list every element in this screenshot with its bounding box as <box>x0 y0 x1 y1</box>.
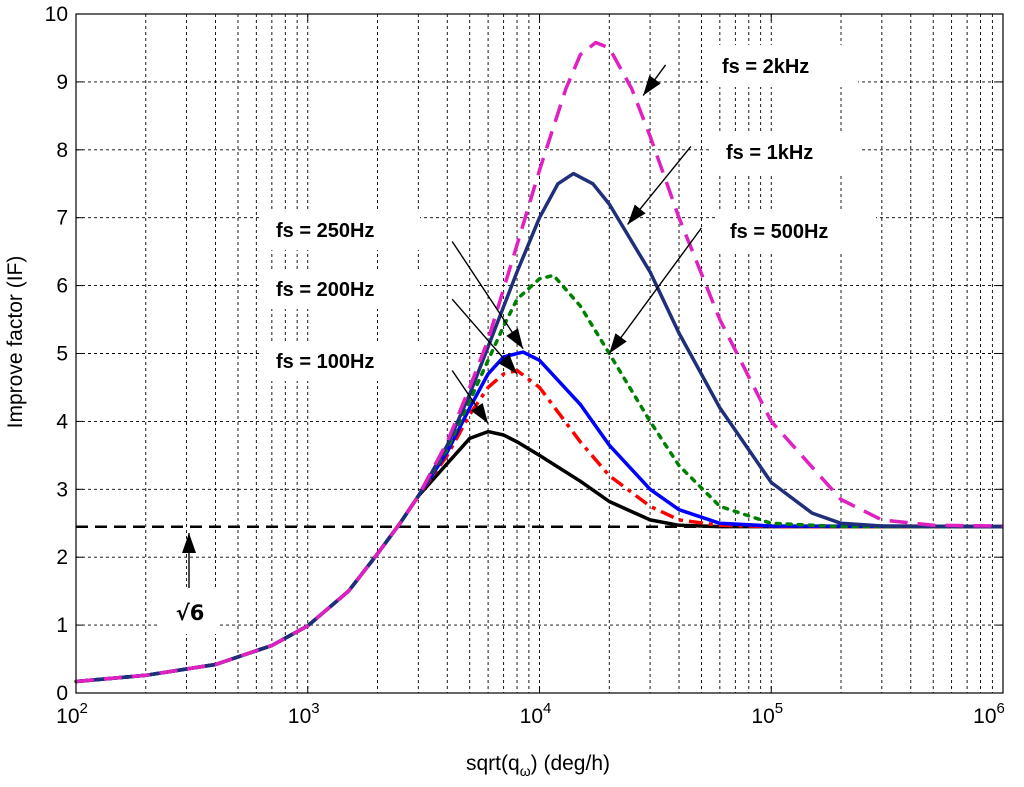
annotation-fs-500hz-arrow-shaft <box>608 227 703 354</box>
y-axis-label: Improve factor (IF) <box>4 256 27 429</box>
annotation-fs-2khz-label: fs = 2kHz <box>722 56 809 78</box>
y-tick-label: 0 <box>56 682 68 705</box>
sqrt6-label-box <box>160 590 220 634</box>
series-layer <box>74 40 1005 684</box>
annotation-fs-200hz-arrow-head <box>498 354 518 374</box>
annotation-fs-250hz-label: fs = 250Hz <box>276 220 374 242</box>
y-tick-label: 3 <box>56 478 68 501</box>
annotation-fs-250hz-arrow-shaft <box>451 241 524 350</box>
annotation-fs-500hz-box <box>716 210 876 252</box>
x-axis-label: sqrt(qω) (deg/h) <box>466 752 610 779</box>
sqrt6-label: √6 <box>176 601 205 625</box>
annotation-fs-100hz-arrow-head <box>471 402 489 424</box>
annotation-fs-500hz-arrow-head <box>609 333 627 354</box>
y-tick-label: 8 <box>56 139 68 162</box>
annotation-fs-1khz-box <box>712 131 860 173</box>
y-tick-label: 7 <box>56 207 68 230</box>
annotation-fs-2khz-box <box>708 45 858 87</box>
y-tick-label: 5 <box>56 343 68 366</box>
series-line-fs-2khz <box>75 40 1004 684</box>
annotation-fs-200hz-label: fs = 200Hz <box>276 279 374 301</box>
annotation-fs-500hz-label: fs = 500Hz <box>730 221 828 243</box>
annotation-fs-2khz-arrow-head <box>643 75 661 96</box>
y-tick-label: 9 <box>56 71 68 94</box>
annotation-fs-100hz-box <box>262 341 420 381</box>
annotation-fs-250hz-box <box>262 210 420 250</box>
y-tick-label: 4 <box>56 410 68 433</box>
annotation-fs-200hz-box <box>262 269 420 309</box>
annotation-fs-1khz-label: fs = 1kHz <box>726 142 813 164</box>
series-line-fs-1khz <box>75 171 1004 684</box>
y-tick-label: 1 <box>56 614 68 637</box>
annotation-fs-1khz-arrow-head <box>627 204 646 225</box>
y-tick-label: 10 <box>45 3 68 26</box>
x-tick-label: 103 <box>288 700 320 728</box>
annotation-fs-100hz-label: fs = 100Hz <box>276 351 374 373</box>
annotation-layer: fs = 2kHz fs = 1kHz fs = 500Hz fs = 250Hz fs… <box>160 45 876 634</box>
y-tick-label: 2 <box>56 546 68 569</box>
y-tick-label: 6 <box>56 275 68 298</box>
sqrt6-arrow-head <box>182 533 196 553</box>
annotation-fs-250hz-arrow-head <box>506 328 524 349</box>
